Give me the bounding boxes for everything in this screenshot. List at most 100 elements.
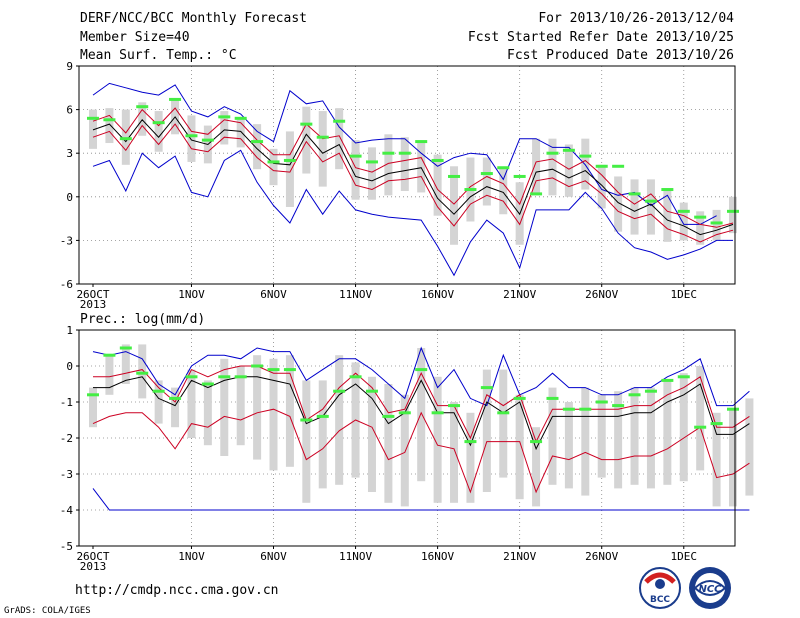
fcst-produced-label: Fcst Produced Date 2013/10/26	[507, 48, 734, 63]
prec-obs-bar	[400, 394, 409, 507]
temp-xtick-label: 11NOV	[339, 288, 372, 301]
prec-obs-mark	[283, 368, 296, 372]
member-size-label: Member Size=40	[80, 30, 190, 45]
prec-obs-mark	[448, 404, 461, 408]
prec-obs-bar	[466, 412, 475, 503]
temp-xtick-label: 6NOV	[260, 288, 287, 301]
prec-obs-bar	[614, 391, 623, 489]
temp-obs-mark	[267, 160, 280, 164]
prec-obs-bar	[417, 348, 426, 482]
prec-xtick-label: 2013	[80, 560, 107, 573]
temp-obs-bar	[532, 138, 541, 196]
temp-obs-mark	[152, 121, 165, 125]
prec-xtick-label: 26NOV	[585, 550, 618, 563]
temp-obs-bar	[712, 209, 721, 241]
prec-obs-mark	[87, 393, 99, 397]
chart-title: DERF/NCC/BCC Monthly Forecast	[80, 11, 307, 26]
temp-ytick-label: 6	[66, 104, 73, 117]
prec-obs-mark	[234, 375, 247, 379]
temp-obs-bar	[384, 134, 393, 196]
temp-xtick-label: 1DEC	[671, 288, 698, 301]
temp-obs-mark	[398, 151, 411, 155]
temp-obs-mark	[365, 160, 378, 164]
prec-obs-mark	[612, 404, 625, 408]
temp-obs-bar	[220, 111, 229, 145]
temp-obs-mark	[562, 148, 575, 152]
temp-obs-bar	[138, 102, 147, 136]
temp-obs-mark	[283, 158, 296, 162]
prec-obs-mark	[218, 375, 231, 379]
ncc-logo-text: NCC	[698, 584, 722, 595]
temp-obs-mark	[694, 215, 707, 219]
prec-obs-bar	[89, 387, 97, 428]
temp-obs-bar	[236, 118, 245, 148]
prec-obs-bar	[532, 427, 541, 507]
temp-xtick-label: 26OCT	[76, 288, 109, 301]
prec-obs-bar	[564, 402, 573, 489]
temp-xtick-label: 16NOV	[421, 288, 454, 301]
temp-obs-mark	[234, 116, 247, 120]
prec-xtick-label: 1NOV	[178, 550, 205, 563]
prec-obs-mark	[431, 411, 444, 415]
prec-obs-bar	[187, 369, 196, 438]
prec-obs-mark	[152, 389, 165, 393]
prec-xtick-label: 16NOV	[421, 550, 454, 563]
prec-obs-mark	[727, 407, 739, 411]
logos: BCC NCC	[639, 567, 731, 609]
temp-obs-mark	[530, 192, 543, 196]
prec-obs-bar	[515, 394, 524, 500]
temp-obs-mark	[201, 138, 214, 142]
temp-obs-mark	[119, 137, 132, 141]
grads-credit: GrADS: COLA/IGES	[4, 606, 91, 616]
temp-ytick-label: -3	[60, 234, 73, 247]
prec-obs-bar	[482, 369, 491, 492]
temp-obs-bar	[433, 154, 442, 216]
temp-obs-bar	[450, 166, 459, 245]
temp-obs-bar	[614, 176, 623, 232]
temp-xtick-label: 26NOV	[585, 288, 618, 301]
temp-series-mean	[92, 116, 734, 236]
temp-obs-mark	[431, 158, 444, 162]
prec-ytick-label: 0	[66, 360, 73, 373]
prec-obs-bar	[597, 394, 606, 478]
prec-obs-bar	[729, 409, 737, 507]
temp-obs-bar	[154, 111, 163, 152]
prec-xtick-label: 1DEC	[671, 550, 698, 563]
prec-obs-mark	[644, 389, 657, 393]
prec-obs-mark	[480, 386, 493, 390]
prec-obs-mark	[661, 378, 674, 382]
temp-obs-bar	[499, 167, 508, 215]
prec-obs-mark	[546, 396, 559, 400]
temp-obs-mark	[251, 140, 264, 144]
temp-obs-mark	[382, 151, 395, 155]
temp-xtick-label: 2013	[80, 298, 107, 311]
prec-obs-mark	[300, 418, 313, 422]
temp-obs-mark	[677, 209, 690, 213]
prec-obs-mark	[513, 396, 526, 400]
prec-xtick-label: 6NOV	[260, 550, 287, 563]
source-url[interactable]: http://cmdp.ncc.cma.gov.cn	[75, 583, 279, 598]
prec-obs-bar	[745, 398, 754, 496]
temp-obs-bar	[597, 164, 606, 209]
prec-obs-mark	[530, 440, 543, 444]
temp-obs-bar	[367, 147, 376, 200]
temp-obs-bar	[630, 179, 639, 235]
bcc-logo: BCC	[639, 567, 681, 609]
prec-obs-bar	[203, 380, 212, 446]
prec-series-q_upper	[93, 365, 750, 443]
temp-series-max	[92, 82, 717, 225]
prec-obs-bar	[367, 376, 376, 492]
temp-obs-bar	[646, 179, 655, 235]
prec-obs-mark	[415, 368, 428, 372]
temp-obs-bar	[548, 138, 557, 196]
prec-obs-mark	[185, 375, 198, 379]
prec-series-q_lower	[92, 408, 750, 494]
prec-obs-mark	[464, 440, 477, 444]
temp-obs-mark	[546, 151, 559, 155]
temp-obs-mark	[136, 105, 149, 109]
temp-obs-bar	[187, 115, 196, 162]
prec-obs-bar	[450, 402, 459, 503]
